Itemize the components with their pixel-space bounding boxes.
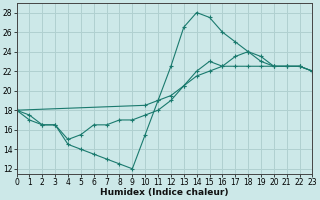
X-axis label: Humidex (Indice chaleur): Humidex (Indice chaleur): [100, 188, 229, 197]
